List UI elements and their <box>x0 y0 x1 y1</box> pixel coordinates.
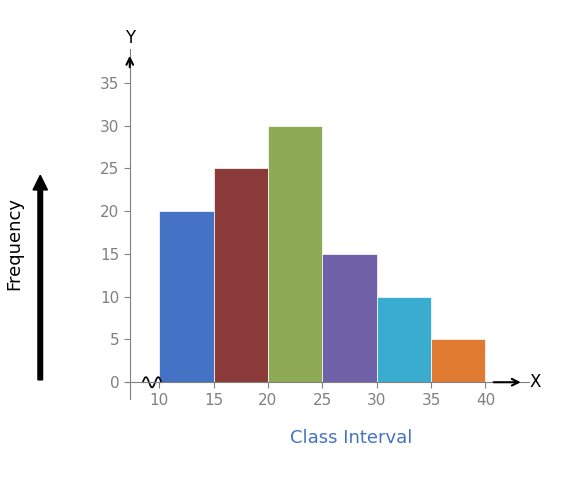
Text: Class Interval: Class Interval <box>290 429 412 447</box>
Text: Frequency: Frequency <box>5 197 24 290</box>
Bar <box>377 297 431 382</box>
Bar <box>431 339 485 382</box>
Text: X: X <box>529 373 540 391</box>
Bar <box>268 126 323 382</box>
Text: Y: Y <box>125 29 135 47</box>
Bar <box>323 254 377 382</box>
Bar <box>213 169 268 382</box>
Bar <box>159 211 213 382</box>
